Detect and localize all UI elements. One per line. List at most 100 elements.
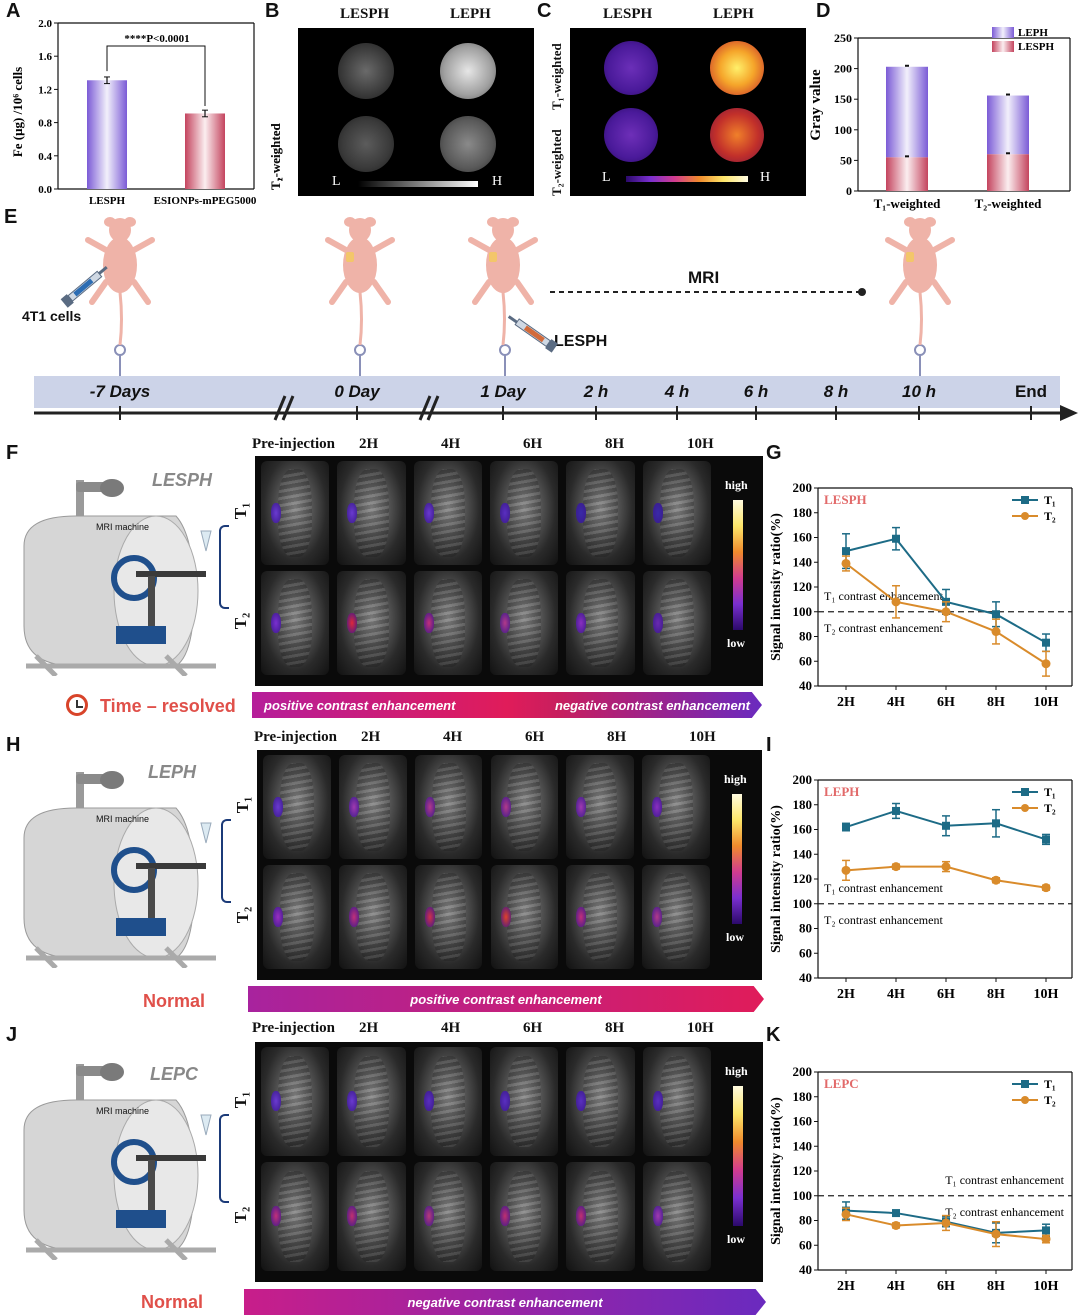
panel-e-timeline [34, 288, 1078, 421]
tumor-overlay [576, 906, 587, 927]
mouse-ear [507, 217, 519, 227]
timeline-label: 1 Day [480, 382, 526, 401]
panel-label-j: J [6, 1024, 18, 1046]
machine-stand [148, 868, 155, 923]
row-j-banner-text: negative contrast enhancement [407, 1294, 603, 1310]
axis-break-1 [273, 395, 295, 421]
panel-label-a: A [6, 0, 21, 22]
mri-scan [642, 865, 710, 969]
x-tick-label: 6H [937, 1279, 955, 1294]
x-tick-label: LESPH [89, 195, 126, 207]
mouse-legs [325, 237, 395, 305]
data-point-t1 [1042, 638, 1050, 647]
timeline-label: 6 h [743, 382, 769, 401]
y-tick-label: 200 [793, 772, 813, 787]
mri-scan [261, 461, 330, 565]
syringe-icon [507, 315, 558, 353]
phantom-leph-t2-color [710, 108, 764, 162]
legend-label: T₁ [1044, 785, 1056, 799]
legend-marker [1021, 804, 1029, 812]
data-point-t1 [892, 1209, 900, 1218]
panel-c-image: L H [570, 28, 806, 196]
data-point-t2 [1041, 883, 1051, 893]
x-tick-label: 2H [837, 695, 855, 710]
tube-icon [200, 530, 212, 552]
panel-label-e: E [4, 206, 18, 228]
x-tick-label: ESIONPs-mPEG5000 [154, 195, 257, 207]
mri-scan [261, 1047, 330, 1156]
row-h-agent: LEPH [148, 762, 197, 782]
mouse-tail [358, 291, 363, 346]
mouse-ear [124, 217, 136, 227]
mri-scan [261, 571, 330, 675]
mri-scan [414, 865, 483, 969]
mri-scan [338, 865, 407, 969]
tumor-overlay [271, 502, 281, 523]
column-header-pre-injection: Pre-injection [252, 1020, 336, 1036]
legend-marker [1021, 1080, 1029, 1088]
tumor-overlay [271, 612, 281, 633]
column-header-8h: 8H [605, 436, 625, 452]
column-header-8h: 8H [607, 729, 627, 745]
y-tick-label: 1.2 [38, 84, 52, 96]
mouse-ear [487, 217, 499, 227]
y-tick-label: 200 [793, 1064, 813, 1079]
column-header-10h: 10H [687, 436, 714, 452]
y-tick-label: 0 [846, 184, 852, 198]
tumor-overlay [652, 1090, 663, 1111]
data-point-t2 [941, 1218, 951, 1228]
panel-label-d: D [816, 0, 831, 22]
mri-scan [642, 755, 710, 859]
y-tick-label: 1.6 [38, 51, 52, 63]
panel-i-chart: 40 60 80 100 120 140 160 180 200 2H 4H 6H 8H 10H Signa… [769, 772, 1073, 1002]
y-tick-label: 250 [834, 31, 852, 45]
mouse-ear [904, 217, 916, 227]
timeline-label: 4 h [664, 382, 690, 401]
y-tick-label: 60 [799, 945, 812, 960]
mri-image-grid-f: high low [255, 456, 763, 686]
y-tick-label: 0.0 [38, 184, 52, 196]
y-axis-label: Signal intensity ratio(%) [769, 805, 784, 953]
y-tick-label: 140 [793, 846, 813, 861]
tumor-marker [906, 252, 914, 262]
panel-b-col2: LEPH [450, 6, 491, 22]
column-header-4h: 4H [441, 1020, 461, 1036]
tumor-overlay [423, 612, 434, 633]
mri-scan [337, 571, 406, 675]
y-tick-label: 160 [793, 530, 813, 545]
mri-scan [337, 1162, 406, 1271]
bar-lesph [886, 157, 928, 191]
tumor-marker [489, 252, 497, 262]
bar-lesph [987, 154, 1029, 191]
row-f-banner-left: positive contrast enhancement [264, 697, 456, 713]
mri-scan [566, 865, 635, 969]
machine-frame [26, 946, 216, 970]
tumor-overlay [652, 796, 663, 817]
cells-label: 4T1 cells [22, 308, 82, 324]
timeline-label: End [1014, 382, 1048, 401]
data-point-t1 [992, 819, 1000, 828]
color-scale-bar [626, 176, 748, 182]
phantom-lesph-t1 [338, 43, 394, 99]
mri-scan [566, 1162, 635, 1271]
y-tick-label: 80 [799, 921, 812, 936]
column-header-6h: 6H [525, 729, 545, 745]
lesph-injection-label: LESPH [554, 333, 608, 350]
y-tick-label: 60 [799, 653, 812, 668]
column-header-pre-injection: Pre-injection [254, 729, 338, 745]
column-header-pre-injection: Pre-injection [252, 436, 336, 452]
tumor-overlay [348, 796, 359, 817]
data-point-t1 [1042, 1226, 1050, 1235]
machine-bed [136, 1155, 206, 1161]
y-tick-label: 100 [793, 896, 813, 911]
legend-marker [1021, 496, 1029, 504]
panel-b-image: L H [298, 28, 534, 196]
row-f-banner-right: negative contrast enhancement [554, 697, 750, 713]
machine-pole [76, 1064, 84, 1104]
machine-frame [26, 1238, 216, 1262]
legend-swatch-lesph [992, 41, 1014, 52]
mouse-legs [885, 237, 955, 305]
mri-scan [566, 461, 635, 565]
t1-row-label: T₁ [231, 1091, 251, 1108]
mri-scan [414, 755, 483, 859]
